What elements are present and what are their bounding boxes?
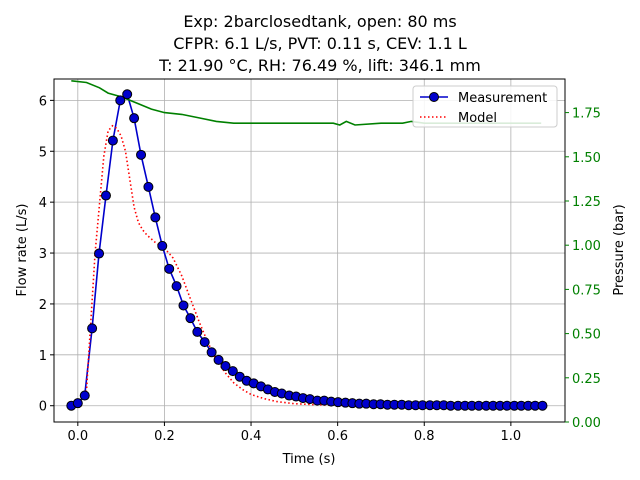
measurement-point: [129, 113, 140, 124]
y-tick-label: 4: [39, 196, 47, 211]
plot-frame: [53, 78, 566, 423]
axes: 0.0 0.2 0.4 0.6 0.8 1.001234560.000.250.500.7…: [39, 94, 601, 444]
measurement-point: [164, 263, 175, 274]
y-axis-label: Flow rate (L/s): [15, 204, 30, 297]
measurement-point: [122, 89, 133, 100]
y-tick-label: 5: [39, 145, 47, 160]
measurement-point: [213, 354, 224, 365]
x-tick-label: 1.0: [501, 429, 522, 444]
y-tick-label: 3: [39, 247, 47, 262]
measurement-point: [227, 366, 238, 377]
y2-tick-label: 0.75: [572, 283, 601, 298]
chart-title-line-3: T: 21.90 °C, RH: 76.49 %, lift: 346.1 mm: [159, 56, 481, 75]
legend: Measurement Model: [412, 85, 558, 128]
measurement-point: [79, 390, 90, 401]
y2-tick-label: 0.25: [572, 372, 601, 387]
measurement-point: [206, 347, 217, 358]
legend-measurement-marker: [429, 92, 439, 102]
measurement-point: [115, 95, 126, 106]
measurement-point: [157, 240, 168, 251]
y-tick-label: 2: [39, 298, 47, 313]
chart-title-line-1: Exp: 2barclosedtank, open: 80 ms: [183, 12, 457, 31]
measurement-point: [192, 326, 203, 337]
measurement-point: [537, 400, 548, 411]
measurement-line: [71, 92, 543, 407]
x-tick-label: 0.0: [67, 429, 88, 444]
measurement-point: [171, 281, 182, 292]
measurement-point: [72, 398, 83, 409]
y-tick-label: 0: [39, 400, 47, 415]
y2-tick-label: 1.75: [572, 107, 601, 122]
measurement-point: [94, 248, 105, 259]
measurement-point: [199, 337, 210, 348]
x-tick-label: 0.6: [327, 429, 348, 444]
measurement-point: [107, 135, 118, 146]
measurement-point: [150, 212, 161, 223]
x-tick-label: 0.4: [241, 429, 262, 444]
x-axis-label: Time (s): [282, 452, 336, 467]
legend-box: [412, 85, 558, 128]
y2-tick-label: 1.50: [572, 151, 601, 166]
y-tick-label: 1: [39, 349, 47, 364]
plot-series: [66, 80, 548, 411]
grid-lines: [54, 79, 565, 422]
x-tick-label: 0.8: [414, 429, 435, 444]
y2-tick-label: 1.00: [572, 239, 601, 254]
y2-tick-label: 0.50: [572, 328, 601, 343]
y2-axis-label: Pressure (bar): [612, 204, 627, 295]
y-tick-label: 6: [39, 94, 47, 109]
measurement-point: [185, 313, 196, 324]
x-tick-label: 0.2: [154, 429, 175, 444]
measurement-point: [87, 323, 98, 334]
y2-tick-label: 1.25: [572, 195, 601, 210]
y2-tick-label: 0.00: [572, 416, 601, 431]
legend-model-label: Model: [458, 111, 497, 126]
chart-title-line-2: CFPR: 6.1 L/s, PVT: 0.11 s, CEV: 1.1 L: [173, 34, 467, 53]
measurement-point: [220, 361, 231, 372]
measurement-point: [178, 300, 189, 311]
measurement-point: [100, 190, 111, 201]
measurement-point: [136, 149, 147, 160]
measurement-point: [143, 181, 154, 192]
model-line: [77, 124, 425, 407]
legend-measurement-label: Measurement: [458, 91, 547, 106]
